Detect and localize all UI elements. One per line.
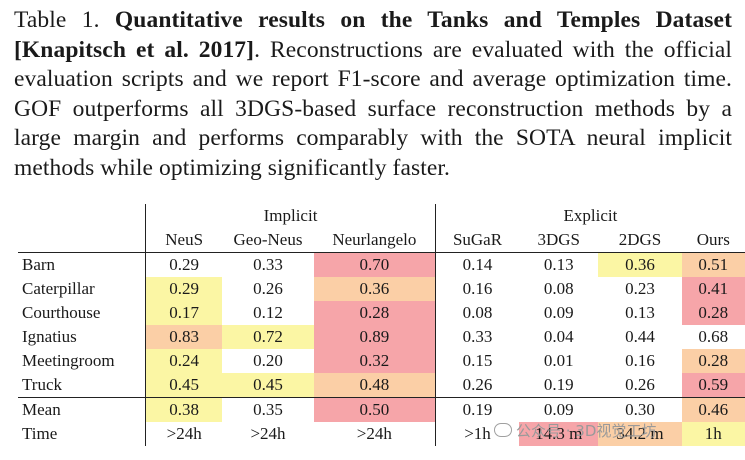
table-cell: 0.83 xyxy=(145,325,223,349)
table-row: Ignatius 0.83 0.72 0.89 0.33 0.04 0.44 0.68 xyxy=(18,325,745,349)
table-cell: 0.51 xyxy=(681,252,745,277)
table-cell: 0.89 xyxy=(313,325,436,349)
table-cell: 0.26 xyxy=(253,279,283,298)
table-cell: 0.59 xyxy=(681,373,745,398)
table-cell: 0.16 xyxy=(434,277,520,301)
row-label: Barn xyxy=(22,255,56,274)
table-cell: 0.28 xyxy=(313,301,436,325)
table-cell: 0.16 xyxy=(625,351,655,370)
table-cell: 14.3 m xyxy=(519,422,599,446)
row-label: Mean xyxy=(18,397,146,422)
table-cell: 0.19 xyxy=(434,397,520,422)
table-cell: 0.29 xyxy=(145,277,223,301)
table-cell: 0.50 xyxy=(313,397,436,422)
caption-title: Quantitative results on the Tanks and Te… xyxy=(14,7,732,63)
table-cell: 0.14 xyxy=(434,252,520,277)
table-cell: 0.45 xyxy=(145,373,223,398)
col-header: 2DGS xyxy=(598,228,682,253)
row-label: Courthouse xyxy=(22,303,101,322)
table-cell: 0.46 xyxy=(681,397,745,422)
table-cell: 0.09 xyxy=(519,397,599,422)
col-header: Geo-Neus xyxy=(222,228,314,253)
table-cell: 0.70 xyxy=(313,252,436,277)
table-cell: 0.72 xyxy=(222,325,314,349)
col-header: Ours xyxy=(681,228,745,253)
table-cell: 0.44 xyxy=(625,327,655,346)
table-cell: 0.28 xyxy=(681,349,745,373)
column-header-row: NeuS Geo-Neus Neurlangelo SuGaR 3DGS 2DG… xyxy=(18,228,745,253)
table-cell: 0.33 xyxy=(434,325,520,349)
table-cell: 0.68 xyxy=(698,327,729,346)
table-cell: 0.08 xyxy=(543,279,574,298)
table-cell: 0.26 xyxy=(625,375,655,394)
table-cell: >24h xyxy=(145,422,223,446)
table-cell: 0.48 xyxy=(313,373,436,398)
table-cell: 0.32 xyxy=(313,349,436,373)
table-cell: 0.30 xyxy=(598,397,682,422)
table-cell: 34.2 m xyxy=(598,422,682,446)
table-cell: 0.33 xyxy=(253,255,283,274)
table-cell: 0.36 xyxy=(313,277,436,301)
table-cell: 0.35 xyxy=(222,397,314,422)
table-cell: 0.24 xyxy=(145,349,223,373)
table-cell: 0.26 xyxy=(434,373,520,398)
table-cell: 0.20 xyxy=(253,351,283,370)
table-cell: 0.41 xyxy=(681,277,745,301)
row-label: Meetingroom xyxy=(22,351,115,370)
table-cell: 0.36 xyxy=(598,252,682,277)
table-cell: >1h xyxy=(434,422,520,446)
table-cell: 0.13 xyxy=(625,303,655,322)
row-label: Caterpillar xyxy=(22,279,95,298)
table-cell: 0.04 xyxy=(543,327,574,346)
row-label: Truck xyxy=(22,375,62,394)
table-row: Caterpillar 0.29 0.26 0.36 0.16 0.08 0.23 0.41 xyxy=(18,277,745,301)
table-cell: 0.29 xyxy=(145,252,223,277)
col-header: SuGaR xyxy=(434,228,520,253)
group-explicit: Explicit xyxy=(434,204,745,228)
group-header-row: Implicit Explicit xyxy=(18,204,745,228)
caption-label: Table 1. xyxy=(14,7,100,33)
table-row: Mean 0.38 0.35 0.50 0.19 0.09 0.30 0.46 xyxy=(18,397,745,422)
table-cell: 0.23 xyxy=(625,279,655,298)
table-cell: 1h xyxy=(681,422,745,446)
table-cell: 0.19 xyxy=(543,375,574,394)
col-header: Neurlangelo xyxy=(313,228,436,253)
table-row: Barn 0.29 0.33 0.70 0.14 0.13 0.36 0.51 xyxy=(18,252,745,277)
table-cell: 0.15 xyxy=(434,349,520,373)
table-cell: >24h xyxy=(356,424,392,443)
table-cell: 0.08 xyxy=(434,301,520,325)
table-cell: 0.01 xyxy=(543,351,574,370)
table-row: Meetingroom 0.24 0.20 0.32 0.15 0.01 0.16 0.28 xyxy=(18,349,745,373)
table-cell: 0.09 xyxy=(543,303,574,322)
table-cell: 0.12 xyxy=(253,303,283,322)
caption-body: . Reconstructions are evaluated with the… xyxy=(14,36,732,181)
table-row: Courthouse 0.17 0.12 0.28 0.08 0.09 0.13 0.28 xyxy=(18,301,745,325)
table-cell: 0.17 xyxy=(145,301,223,325)
results-table: Implicit Explicit NeuS Geo-Neus Neurlang… xyxy=(18,204,745,446)
group-implicit: Implicit xyxy=(145,204,436,228)
row-label: Time xyxy=(22,424,58,443)
row-label: Ignatius xyxy=(22,327,77,346)
table-cell: 0.13 xyxy=(543,255,574,274)
table-cell: 0.45 xyxy=(222,373,314,398)
table-row: Time >24h >24h >24h >1h 14.3 m 34.2 m 1h xyxy=(18,422,745,446)
table-cell: 0.28 xyxy=(681,301,745,325)
table-caption: Table 1. Quantitative results on the Tan… xyxy=(14,6,732,183)
col-header: 3DGS xyxy=(519,228,599,253)
table-cell: 0.38 xyxy=(145,397,223,422)
table-cell: >24h xyxy=(250,424,286,443)
table-row: Truck 0.45 0.45 0.48 0.26 0.19 0.26 0.59 xyxy=(18,373,745,398)
col-header: NeuS xyxy=(145,228,223,253)
